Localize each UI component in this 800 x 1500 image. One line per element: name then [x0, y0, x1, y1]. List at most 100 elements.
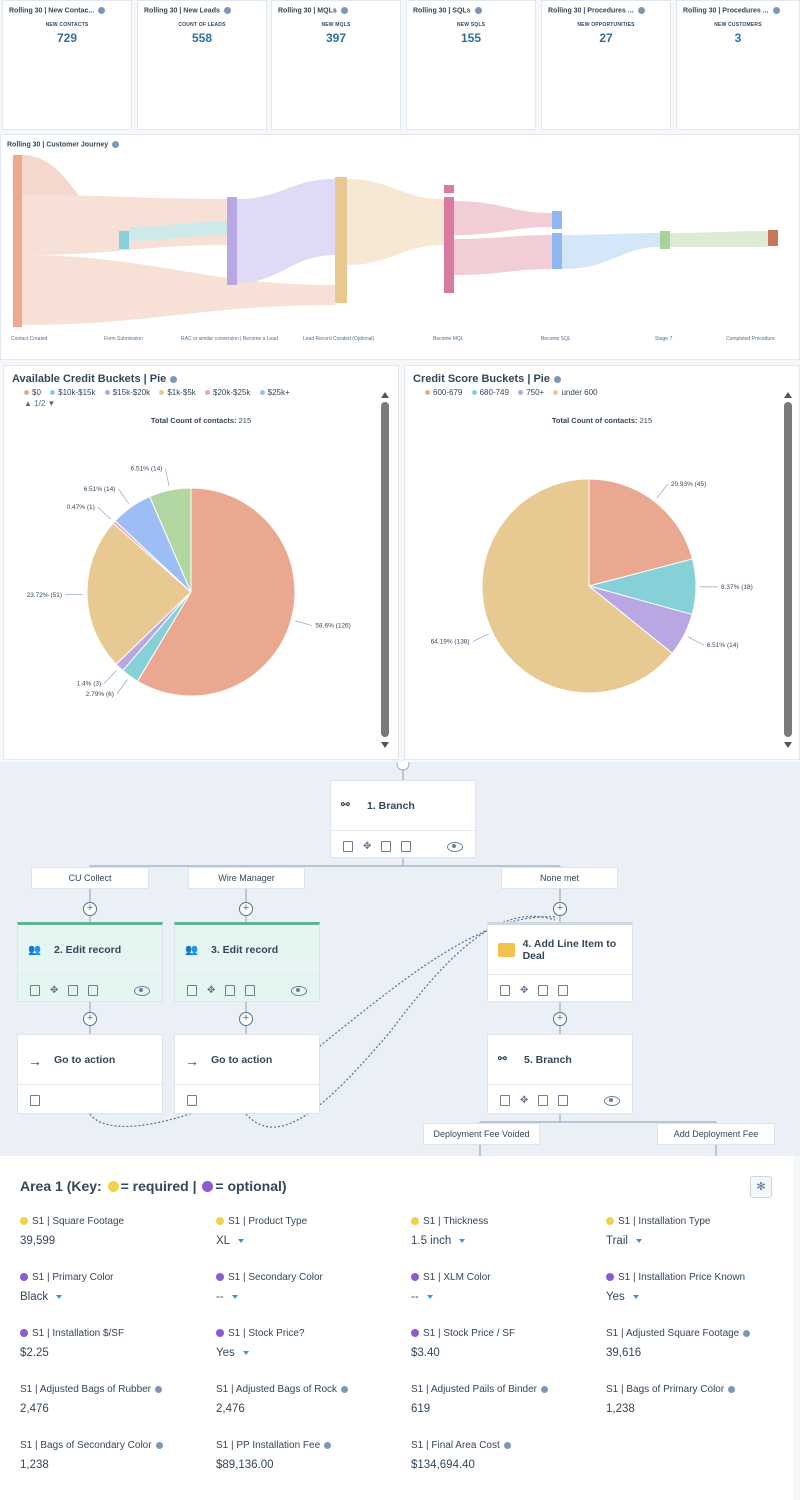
move-icon[interactable]: ✥: [520, 985, 529, 996]
eye-icon[interactable]: [447, 841, 463, 852]
trash-icon[interactable]: [558, 985, 569, 996]
eye-icon[interactable]: [134, 985, 150, 996]
clipboard-icon[interactable]: [68, 985, 79, 996]
workflow-step-branch-5[interactable]: ⚯ 5. Branch ✥: [487, 1034, 633, 1114]
info-icon[interactable]: [743, 1329, 751, 1337]
info-icon[interactable]: [541, 1385, 549, 1393]
field-dropdown[interactable]: --: [216, 1291, 406, 1303]
credit-buckets-pie-card[interactable]: Available Credit Buckets | Pie $0 $10k-$…: [3, 365, 399, 760]
workflow-canvas[interactable]: ⚯ 1. Branch ✥ CU Collect Wire Manager Non…: [0, 762, 800, 1156]
field-dropdown[interactable]: 1.5 inch: [411, 1235, 601, 1247]
form-field[interactable]: S1 | Product Type XL: [216, 1216, 406, 1247]
branch-label-none-met[interactable]: None met: [501, 867, 618, 889]
field-dropdown[interactable]: XL: [216, 1235, 406, 1247]
info-icon[interactable]: [223, 7, 231, 14]
legend-item[interactable]: $10k-$15k: [50, 388, 96, 397]
workflow-step-add-line-item-4[interactable]: 4. Add Line Item to Deal ✥: [487, 922, 633, 1002]
scroll-thumb[interactable]: [381, 402, 389, 737]
kpi-card-mqls[interactable]: Rolling 30 | MQLs NEW MQLS 397: [271, 0, 401, 130]
add-step-plus-icon[interactable]: +: [553, 902, 567, 916]
form-field[interactable]: S1 | Installation Type Trail: [606, 1216, 796, 1247]
eye-icon[interactable]: [604, 1095, 620, 1106]
kpi-card-new-leads[interactable]: Rolling 30 | New Leads COUNT OF LEADS 55…: [137, 0, 267, 130]
pager-next-icon[interactable]: ▼: [47, 399, 56, 408]
workflow-step-branch-1[interactable]: ⚯ 1. Branch ✥: [330, 780, 476, 858]
info-icon[interactable]: [772, 7, 780, 14]
pie-scrollbar[interactable]: [784, 392, 792, 748]
scroll-up-icon[interactable]: [784, 392, 792, 398]
customer-journey-card[interactable]: Rolling 30 | Customer Journey Contact Cr…: [0, 134, 800, 360]
field-dropdown[interactable]: Yes: [606, 1291, 796, 1303]
legend-item[interactable]: under 600: [553, 388, 597, 397]
legend-item[interactable]: 600-679: [425, 388, 462, 397]
info-icon[interactable]: [324, 1441, 332, 1449]
trash-icon[interactable]: [88, 985, 99, 996]
info-icon[interactable]: [341, 1385, 349, 1393]
move-icon[interactable]: ✥: [207, 985, 216, 996]
field-dropdown[interactable]: Yes: [216, 1347, 406, 1359]
kpi-card-customers[interactable]: Rolling 30 | Procedures ... NEW CUSTOMER…: [676, 0, 800, 130]
kpi-card-new-contacts[interactable]: Rolling 30 | New Contac... NEW CONTACTS …: [2, 0, 132, 130]
field-dropdown[interactable]: --: [411, 1291, 601, 1303]
info-icon[interactable]: [155, 1385, 163, 1393]
form-field[interactable]: S1 | Installation Price Known Yes: [606, 1272, 796, 1303]
legend-item[interactable]: 750+: [518, 388, 544, 397]
workflow-step-go-to-action[interactable]: → Go to action: [174, 1034, 320, 1114]
field-dropdown[interactable]: Trail: [606, 1235, 796, 1247]
info-icon[interactable]: [340, 7, 348, 14]
workflow-step-go-to-action[interactable]: → Go to action: [17, 1034, 163, 1114]
form-field[interactable]: S1 | Installation $/SF $2.25: [20, 1328, 210, 1359]
kpi-card-opportunities[interactable]: Rolling 30 | Procedures ... NEW OPPORTUN…: [541, 0, 671, 130]
info-icon[interactable]: [155, 1441, 163, 1449]
copy-icon[interactable]: [500, 985, 510, 996]
chevron-down-icon[interactable]: [242, 1351, 249, 1355]
trash-icon[interactable]: [558, 1095, 569, 1106]
trash-icon[interactable]: [245, 985, 256, 996]
copy-icon[interactable]: [343, 841, 353, 852]
chevron-down-icon[interactable]: [426, 1295, 433, 1299]
form-field[interactable]: S1 | Thickness 1.5 inch: [411, 1216, 601, 1247]
chevron-down-icon[interactable]: [231, 1295, 238, 1299]
eye-icon[interactable]: [291, 985, 307, 996]
clipboard-icon[interactable]: [538, 1095, 549, 1106]
scroll-up-icon[interactable]: [381, 392, 389, 398]
legend-item[interactable]: 680-749: [471, 388, 509, 397]
move-icon[interactable]: ✥: [520, 1095, 529, 1106]
info-icon[interactable]: [474, 7, 482, 14]
add-step-plus-icon[interactable]: +: [83, 902, 97, 916]
clipboard-icon[interactable]: [225, 985, 236, 996]
kpi-card-sqls[interactable]: Rolling 30 | SQLs NEW SQLS 155: [406, 0, 536, 130]
legend-pager[interactable]: ▲ 1/2 ▼: [24, 399, 56, 408]
credit-score-pie-card[interactable]: Credit Score Buckets | Pie 600-679 680-7…: [404, 365, 800, 760]
branch-label-wire-manager[interactable]: Wire Manager: [188, 867, 305, 889]
form-field[interactable]: S1 | Stock Price / SF $3.40: [411, 1328, 601, 1359]
info-icon[interactable]: [637, 7, 645, 14]
legend-item[interactable]: $20k-$25k: [205, 388, 250, 397]
workflow-step-edit-record-2[interactable]: 👥 2. Edit record ✥: [17, 922, 163, 1002]
pie-slice[interactable]: [481, 478, 673, 694]
info-icon[interactable]: [170, 375, 178, 383]
legend-item[interactable]: $25k+: [259, 388, 290, 397]
scroll-down-icon[interactable]: [381, 742, 389, 748]
branch-label-deployment-fee-voided[interactable]: Deployment Fee Voided: [423, 1123, 540, 1145]
workflow-step-edit-record-3[interactable]: 👥 3. Edit record ✥: [174, 922, 320, 1002]
form-field[interactable]: S1 | Stock Price? Yes: [216, 1328, 406, 1359]
legend-item[interactable]: $1k-$5k: [159, 388, 196, 397]
move-icon[interactable]: ✥: [363, 841, 372, 852]
add-step-plus-icon[interactable]: +: [239, 1012, 253, 1026]
clipboard-icon[interactable]: [381, 841, 392, 852]
move-icon[interactable]: ✥: [50, 985, 59, 996]
branch-label-cu-collect[interactable]: CU Collect: [31, 867, 149, 889]
chevron-down-icon[interactable]: [459, 1239, 466, 1243]
form-field[interactable]: S1 | Square Footage 39,599: [20, 1216, 210, 1247]
pie-slice[interactable]: [588, 478, 694, 587]
add-step-plus-icon[interactable]: +: [83, 1012, 97, 1026]
copy-icon[interactable]: [500, 1095, 510, 1106]
form-field[interactable]: S1 | Secondary Color --: [216, 1272, 406, 1303]
legend-item[interactable]: $0: [24, 388, 41, 397]
trash-icon[interactable]: [401, 841, 412, 852]
gear-icon[interactable]: ✻: [750, 1176, 772, 1198]
form-field[interactable]: S1 | XLM Color --: [411, 1272, 601, 1303]
pie-slice[interactable]: [86, 522, 192, 665]
add-step-plus-icon[interactable]: +: [239, 902, 253, 916]
